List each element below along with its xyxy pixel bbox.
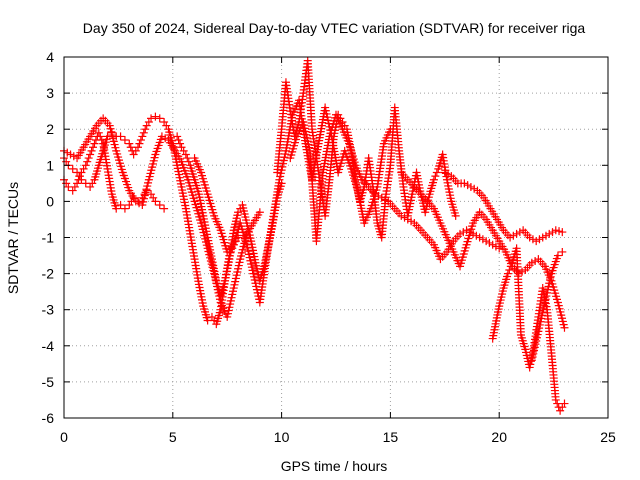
- data-point: [255, 208, 264, 217]
- data-point: [553, 399, 562, 408]
- y-tick-label: 0: [46, 193, 54, 209]
- data-point: [90, 139, 99, 148]
- data-point: [120, 204, 129, 213]
- data-point: [505, 265, 514, 274]
- data-point: [135, 139, 144, 148]
- data-point: [116, 201, 125, 210]
- data-point: [503, 269, 512, 278]
- y-tick-label: -6: [42, 410, 55, 426]
- data-points: [60, 56, 569, 415]
- data-point: [73, 179, 82, 188]
- x-tick-label: 20: [491, 429, 507, 445]
- data-point: [126, 143, 135, 152]
- data-point: [560, 399, 569, 408]
- y-tick-label: -1: [42, 230, 55, 246]
- data-point: [136, 136, 145, 145]
- data-point: [176, 139, 185, 148]
- data-point: [181, 150, 190, 159]
- data-point: [506, 262, 515, 271]
- data-point: [429, 175, 438, 184]
- data-point: [89, 143, 98, 152]
- x-tick-label: 5: [169, 429, 177, 445]
- data-point: [551, 395, 560, 404]
- data-point: [103, 132, 112, 141]
- data-point: [151, 112, 160, 121]
- x-tick-label: 10: [274, 429, 290, 445]
- y-tick-label: -5: [42, 374, 55, 390]
- x-tick-label: 25: [600, 429, 616, 445]
- data-point: [432, 168, 441, 177]
- x-tick-label: 0: [60, 429, 68, 445]
- data-point: [184, 157, 193, 166]
- data-point: [84, 154, 93, 163]
- data-point: [96, 132, 105, 141]
- y-tick-label: 1: [46, 157, 54, 173]
- y-tick-label: -3: [42, 302, 55, 318]
- data-point: [155, 201, 164, 210]
- data-point: [94, 128, 103, 137]
- chart-title: Day 350 of 2024, Sidereal Day-to-day VTE…: [83, 20, 586, 36]
- data-point: [68, 164, 77, 173]
- data-point: [138, 132, 147, 141]
- data-point: [155, 114, 164, 123]
- data-point: [120, 136, 129, 145]
- data-point: [558, 228, 567, 237]
- data-point: [112, 204, 121, 213]
- data-point: [451, 211, 460, 220]
- data-point: [125, 139, 134, 148]
- data-point: [173, 132, 182, 141]
- data-point: [133, 143, 142, 152]
- data-point: [141, 125, 150, 134]
- data-point: [151, 197, 160, 206]
- data-point: [160, 204, 169, 213]
- data-point: [147, 114, 156, 123]
- data-point: [553, 251, 562, 260]
- data-point: [560, 323, 569, 332]
- data-point: [77, 175, 86, 184]
- x-axis-label: GPS time / hours: [281, 458, 388, 474]
- data-point: [97, 136, 106, 145]
- data-point: [86, 150, 95, 159]
- data-point: [139, 128, 148, 137]
- data-point: [87, 146, 96, 155]
- data-point: [183, 154, 192, 163]
- y-tick-label: -2: [42, 266, 55, 282]
- data-point: [83, 157, 92, 166]
- y-axis-label: SDTVAR / TECUs: [5, 182, 21, 294]
- y-tick-label: -4: [42, 338, 55, 354]
- data-point: [81, 161, 90, 170]
- data-point: [116, 132, 125, 141]
- y-tick-label: 3: [46, 85, 54, 101]
- axis-ticks: 0 5 10 15 20 25 -6 -5 -4 -3 -2 -1 0 1 2 3 4: [42, 49, 616, 445]
- data-point: [558, 247, 567, 256]
- y-tick-label: 2: [46, 121, 54, 137]
- y-tick-label: 4: [46, 49, 54, 65]
- data-point: [431, 172, 440, 181]
- data-point: [174, 136, 183, 145]
- x-tick-label: 15: [383, 429, 399, 445]
